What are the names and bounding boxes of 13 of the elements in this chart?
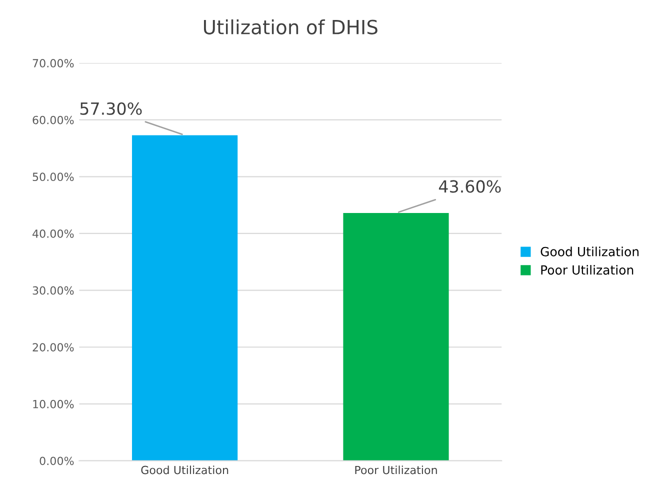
y-tick-label: 70.00% (32, 59, 74, 68)
y-tick-label: 10.00% (33, 400, 74, 408)
y-tick-label: 40.00% (32, 229, 74, 238)
data-label: 57.30% (80, 102, 142, 115)
legend-label: Good Utilization (540, 246, 639, 256)
y-tick-label: 20.00% (32, 343, 74, 352)
legend-label: Poor Utilization (541, 265, 634, 275)
y-tick-label: 60.00% (32, 116, 74, 124)
chart-title: Utilization of DHIS (204, 19, 378, 34)
y-tick-label: 0.00% (40, 456, 74, 466)
y-tick-label: 50.00% (32, 172, 74, 182)
y-tick-label: 30.00% (32, 286, 74, 295)
data-label: 43.60% (438, 180, 501, 193)
